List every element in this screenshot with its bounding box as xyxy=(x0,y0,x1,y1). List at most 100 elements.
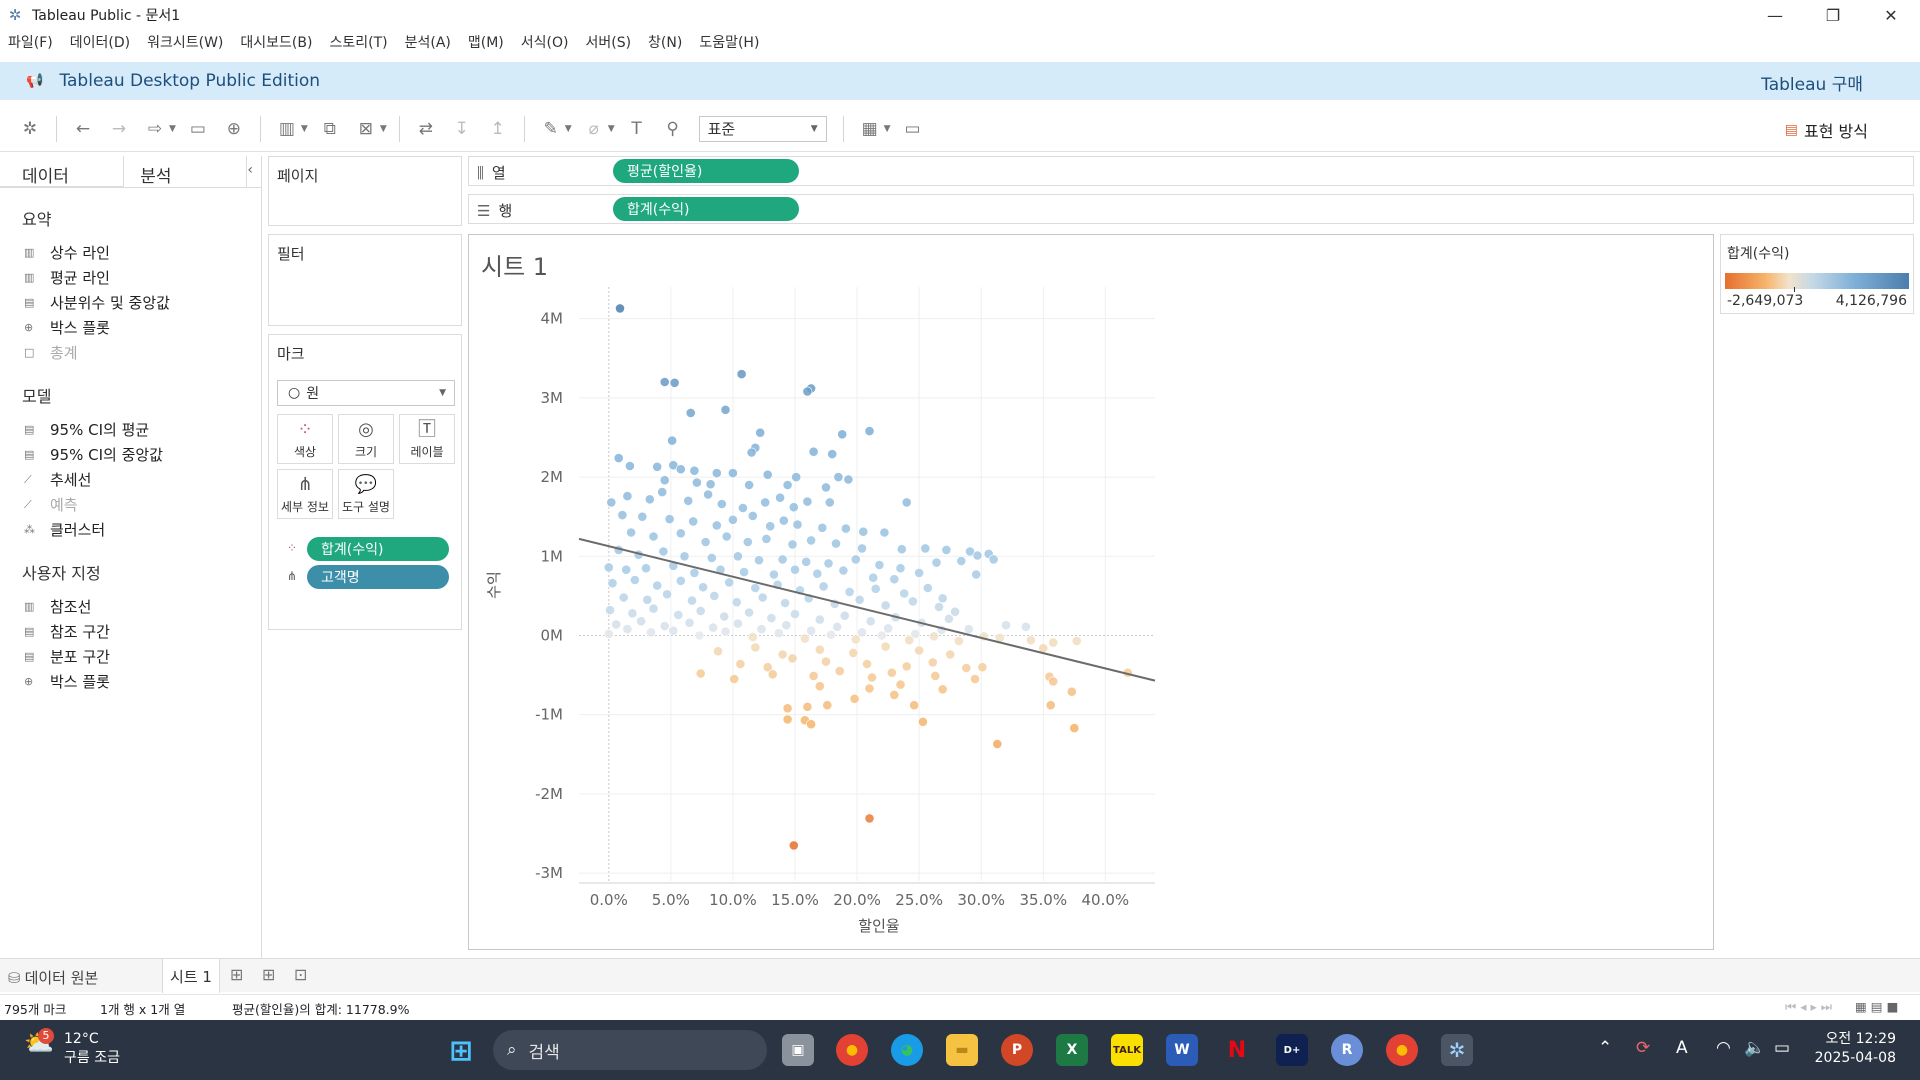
scatter-point[interactable] xyxy=(644,494,655,505)
scatter-point[interactable] xyxy=(767,669,778,680)
scatter-point[interactable] xyxy=(870,583,881,594)
chevron-down-icon[interactable]: ▼ xyxy=(564,123,572,134)
edge-icon[interactable]: ◕ xyxy=(891,1034,923,1066)
scatter-point[interactable] xyxy=(720,404,731,415)
scatter-point[interactable] xyxy=(641,563,651,574)
weather-widget[interactable]: ⛅ 5 12°C 구름 조금 xyxy=(24,1028,120,1068)
scatter-point[interactable] xyxy=(788,840,799,851)
worksheet-view[interactable]: 시트 1 0.0% 5.0% 10.0% 15.0% 20.0% 25.0% 30.0% 35… xyxy=(468,234,1714,950)
view-mode-icons[interactable]: ▦ ▤ ■ xyxy=(1855,999,1899,1014)
battery-icon[interactable]: ▭ xyxy=(1774,1038,1791,1058)
show-labels-icon[interactable]: T xyxy=(631,118,642,139)
scatter-point[interactable] xyxy=(1001,620,1011,631)
scatter-point[interactable] xyxy=(732,618,743,629)
scatter-point[interactable] xyxy=(1071,636,1082,646)
scatter-point[interactable] xyxy=(782,480,793,490)
scatter-point[interactable] xyxy=(818,581,829,592)
scatter-point[interactable] xyxy=(791,472,802,482)
new-worksheet-icon[interactable]: ▥ xyxy=(278,118,295,139)
color-field-pill[interactable]: 합계(수익) xyxy=(307,537,449,561)
scatter-point[interactable] xyxy=(695,605,706,616)
scatter-point[interactable] xyxy=(721,531,732,542)
scatter-point[interactable] xyxy=(801,556,812,567)
scatter-point[interactable] xyxy=(824,497,835,508)
scatter-point[interactable] xyxy=(799,633,810,644)
scatter-point[interactable] xyxy=(659,377,670,387)
scatter-point[interactable] xyxy=(675,528,686,539)
scatter-point[interactable] xyxy=(988,554,999,565)
duplicate-sheet-icon[interactable]: ⧉ xyxy=(323,118,336,139)
scatter-point[interactable] xyxy=(615,303,625,314)
scatter-point[interactable] xyxy=(627,608,638,619)
scatter-point[interactable] xyxy=(929,631,939,642)
scatter-point[interactable] xyxy=(720,626,731,637)
scatter-point[interactable] xyxy=(865,616,876,627)
scatter-point[interactable] xyxy=(914,567,924,578)
scatter-point[interactable] xyxy=(698,582,708,593)
scatter-point[interactable] xyxy=(603,562,614,573)
scatter-point[interactable] xyxy=(826,629,836,640)
scatter-point[interactable] xyxy=(874,560,885,570)
scatter-point[interactable] xyxy=(669,377,680,388)
scatter-point[interactable] xyxy=(910,628,921,639)
scatter-point[interactable] xyxy=(1021,621,1031,632)
scatter-point[interactable] xyxy=(914,645,924,656)
scatter-point[interactable] xyxy=(1048,676,1059,687)
scatter-point[interactable] xyxy=(909,700,920,711)
scatter-point[interactable] xyxy=(833,472,844,482)
scatter-point[interactable] xyxy=(735,659,746,669)
scatter-point[interactable] xyxy=(840,523,851,534)
detail-field-pill[interactable]: 고객명 xyxy=(307,565,449,589)
scatter-point[interactable] xyxy=(934,602,944,612)
mark-tooltip-button[interactable]: 💬 도구 설명 xyxy=(338,469,394,519)
restore-icon[interactable]: ❐ xyxy=(1825,5,1841,25)
chrome-profile-icon[interactable]: ● xyxy=(1386,1034,1418,1066)
scatter-point[interactable] xyxy=(1069,723,1080,733)
scatter-point[interactable] xyxy=(907,596,918,607)
scatter-point[interactable] xyxy=(675,575,686,586)
scatter-point[interactable] xyxy=(684,617,695,628)
mark-color-button[interactable]: ⁘ 색상 xyxy=(277,414,333,464)
scatter-point[interactable] xyxy=(746,447,757,458)
highlight-icon[interactable]: ✎ xyxy=(543,118,558,139)
scatter-point[interactable] xyxy=(673,609,684,620)
tab-data[interactable]: 데이터 xyxy=(0,156,125,187)
clear-sheet-icon[interactable]: ⊠ xyxy=(358,118,373,139)
scatter-point[interactable] xyxy=(605,605,615,615)
taskbar-search[interactable]: ⌕ 검색 xyxy=(493,1030,767,1070)
scatter-point[interactable] xyxy=(831,538,841,549)
group-members-icon[interactable]: ⌀ xyxy=(588,118,599,139)
scatter-point[interactable] xyxy=(889,689,900,700)
scatter-point[interactable] xyxy=(765,521,776,532)
windows-start-icon[interactable]: ⊞ xyxy=(449,1033,473,1067)
scatter-point[interactable] xyxy=(808,670,819,681)
menu-story[interactable]: 스토리(T) xyxy=(329,35,388,51)
scatter-point[interactable] xyxy=(694,630,705,641)
analytics-item-average-line[interactable]: ▥ 평균 라인 xyxy=(0,265,261,290)
scatter-point[interactable] xyxy=(621,564,632,575)
scatter-point[interactable] xyxy=(823,558,834,569)
excel-icon[interactable]: X xyxy=(1056,1034,1088,1066)
scatter-point[interactable] xyxy=(917,716,928,727)
filters-card[interactable]: 필터 xyxy=(268,234,462,326)
minimize-icon[interactable]: — xyxy=(1767,5,1783,25)
scatter-point[interactable] xyxy=(687,595,697,606)
scatter-point[interactable] xyxy=(843,474,854,485)
show-cards-icon[interactable]: ▦ xyxy=(861,118,878,139)
scatter-point[interactable] xyxy=(713,646,723,657)
ime-icon[interactable]: A xyxy=(1676,1038,1688,1058)
scatter-point[interactable] xyxy=(747,510,758,521)
scatter-point[interactable] xyxy=(731,597,742,608)
menu-server[interactable]: 서버(S) xyxy=(585,35,632,51)
scatter-point[interactable] xyxy=(864,426,875,436)
scatter-point[interactable] xyxy=(747,632,758,642)
scatter-point[interactable] xyxy=(629,575,640,585)
scatter-point[interactable] xyxy=(689,465,700,476)
scatter-point[interactable] xyxy=(652,580,663,591)
menu-window[interactable]: 창(N) xyxy=(648,35,683,51)
scatter-point[interactable] xyxy=(646,627,656,638)
task-view-icon[interactable]: ▣ xyxy=(782,1034,814,1066)
tray-overflow-icon[interactable]: ⌃ xyxy=(1598,1038,1613,1058)
scatter-point[interactable] xyxy=(821,482,831,493)
analytics-item-ci-median[interactable]: ▤ 95% CI의 중앙값 xyxy=(0,442,261,467)
